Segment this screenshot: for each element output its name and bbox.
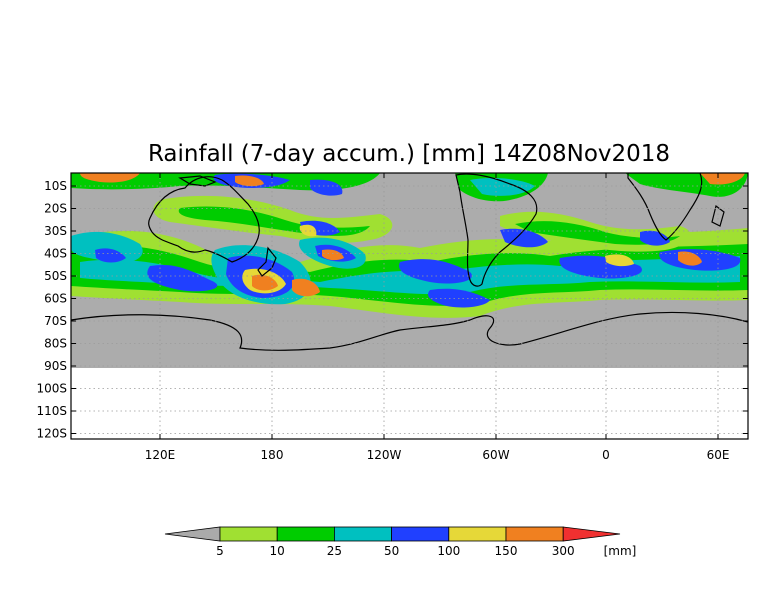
lat-label: 100S — [36, 382, 67, 396]
lon-label: 60W — [482, 448, 509, 462]
lat-label: 120S — [36, 427, 67, 441]
colorbar-swatch — [333, 526, 392, 542]
coastlines — [71, 173, 748, 351]
lat-label: 80S — [44, 337, 67, 351]
madagascar-outline — [711, 204, 725, 227]
south-america-outline — [455, 173, 538, 287]
map-plot-area — [71, 173, 748, 439]
colorbar-label: 10 — [270, 544, 285, 558]
lat-label: 70S — [44, 314, 67, 328]
lat-label: 10S — [44, 179, 67, 193]
south-atlantic-front — [500, 211, 691, 267]
colorbar-label: 50 — [384, 544, 399, 558]
axis-ticks: 10S 20S 30S 40S 50S 60S 70S 80S 90S 100S 110S 120S 1… — [36, 173, 748, 462]
colorbar-swatch — [219, 526, 278, 542]
colorbar-swatch — [505, 526, 564, 542]
map-title: Rainfall (7-day accum.) [mm] 14Z08Nov201… — [148, 141, 670, 167]
colorbar-label: 100 — [437, 544, 460, 558]
lon-label: 180 — [261, 448, 284, 462]
lat-label: 90S — [44, 359, 67, 373]
lon-label: 120E — [145, 448, 176, 462]
colorbar-unit: [mm] — [604, 544, 637, 558]
colorbar-over-arrow — [562, 526, 621, 542]
new-guinea-outline — [178, 175, 217, 187]
colorbar-label: 300 — [552, 544, 575, 558]
colorbar-label: 25 — [327, 544, 342, 558]
lat-label: 40S — [44, 247, 67, 261]
graticule — [71, 173, 748, 439]
colorbar-under-arrow — [164, 526, 221, 542]
antarctica-outline — [71, 311, 748, 351]
new-zealand-outline — [257, 246, 277, 277]
plot-frame — [70, 172, 749, 440]
south-indian-ocean-band — [71, 231, 143, 264]
colorbar-swatch — [276, 526, 335, 542]
colorbar-label: 150 — [495, 544, 518, 558]
lon-label: 60E — [707, 448, 730, 462]
lat-label: 30S — [44, 224, 67, 238]
lat-label: 20S — [44, 202, 67, 216]
colorbar-label: 5 — [216, 544, 224, 558]
colorbar-swatch — [448, 526, 507, 542]
lon-label: 0 — [602, 448, 610, 462]
africa-outline — [627, 173, 703, 241]
colorbar: 5 10 25 50 100 150 300 [mm] — [164, 526, 637, 558]
lat-label: 110S — [36, 404, 67, 418]
lat-label: 60S — [44, 292, 67, 306]
lon-label: 120W — [367, 448, 402, 462]
colorbar-swatch — [391, 526, 450, 542]
lat-label: 50S — [44, 269, 67, 283]
